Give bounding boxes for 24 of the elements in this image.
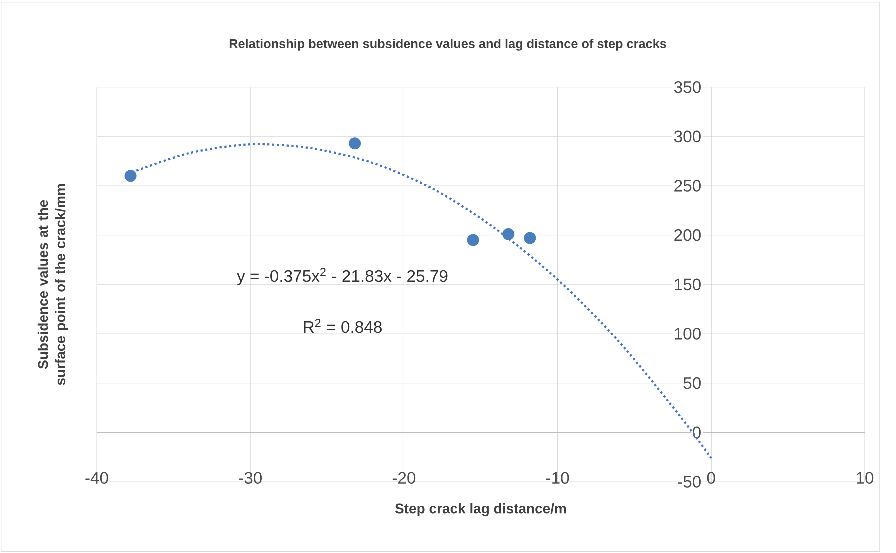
y-tick-label: 50 [684, 377, 701, 390]
y-tick-label: 150 [675, 278, 701, 291]
point [467, 234, 480, 246]
x-axis-title: Step crack lag distance/m [395, 503, 566, 517]
x-tick-label: -10 [546, 472, 570, 484]
y-tick-label: 250 [674, 180, 701, 192]
y-tick-label: -50 [678, 476, 701, 488]
y-tick-label: 350 [674, 81, 701, 94]
annotation: R$^{2}$ = 0.848 [304, 319, 382, 334]
point [124, 170, 137, 182]
x-tick-label: -20 [392, 472, 416, 484]
y-tick-label: 100 [675, 328, 701, 340]
x-tick-label: -40 [86, 472, 108, 484]
point [524, 232, 536, 244]
point [502, 228, 515, 240]
annotation: y = -0.375x$^{2}$ - 21.83x - 25.79 [237, 268, 448, 286]
x-tick-label: -30 [239, 472, 262, 484]
y-axis-title: Subsidence values at the surface point of the crack/mm [38, 184, 68, 386]
chart-title: Relationship between subsidence values and lag distance of step cracks [230, 39, 666, 51]
point [349, 138, 362, 150]
x-tick-label: 10 [857, 472, 874, 484]
y-tick-label: 200 [674, 229, 701, 242]
x-tick-label: 0 [707, 472, 716, 484]
y-tick-label: 300 [674, 130, 701, 143]
